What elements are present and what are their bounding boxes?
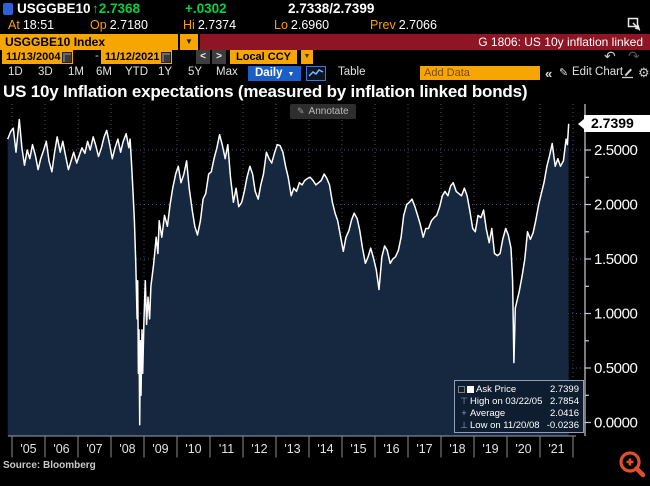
- legend-value: 2.7854: [549, 395, 579, 407]
- frequency-select[interactable]: Daily ▼: [248, 66, 302, 81]
- open-price: Op 2.7180: [90, 18, 148, 32]
- x-axis-label: '13: [284, 442, 300, 456]
- currency-dropdown-icon[interactable]: ▼: [301, 50, 313, 64]
- x-axis-label: '07: [86, 442, 102, 456]
- x-axis-label: '06: [53, 442, 69, 456]
- x-axis-label: '08: [119, 442, 135, 456]
- currency-select[interactable]: Local CCY: [230, 50, 298, 64]
- date-separator: -: [95, 50, 99, 62]
- add-data-input[interactable]: [420, 66, 540, 80]
- table-button[interactable]: Table: [338, 66, 366, 78]
- bid-ask: 2.7338/2.7399: [288, 1, 375, 16]
- legend-row-high: ⊤ High on 03/22/05 2.7854: [458, 395, 579, 407]
- legend-label: Ask Price: [476, 383, 517, 395]
- legend-row-ask: Ask Price 2.7399: [458, 383, 579, 395]
- date-to-field[interactable]: 11/12/2021: [101, 50, 173, 64]
- y-axis-label: 1.0000: [594, 306, 638, 323]
- security-dropdown-icon[interactable]: ▼: [180, 34, 198, 50]
- price-change: +.0302: [185, 1, 227, 16]
- chart-banner: G 1806: US 10y inflation linked: [200, 34, 650, 50]
- x-axis-label: '19: [482, 442, 498, 456]
- legend-label: High on 03/22/05: [470, 395, 543, 407]
- calendar-icon[interactable]: [161, 51, 172, 63]
- collapse-icon[interactable]: «: [545, 66, 553, 81]
- next-range-button[interactable]: >: [212, 50, 226, 64]
- x-axis-label: '15: [350, 442, 366, 456]
- x-axis-label: '18: [449, 442, 465, 456]
- ticker-symbol: USGGBE10: [17, 1, 91, 16]
- range-button-5y[interactable]: 5Y: [188, 66, 203, 78]
- high-price: Hi 2.7374: [183, 18, 237, 32]
- last-price: ↑2.7368: [92, 1, 141, 16]
- low-price: Lo 2.6960: [274, 18, 330, 32]
- x-axis-label: '11: [219, 442, 234, 456]
- price-up-arrow-icon: ↑: [92, 1, 99, 16]
- y-axis-label: 0.0000: [594, 415, 638, 432]
- chart-legend: Ask Price 2.7399 ⊤ High on 03/22/05 2.78…: [454, 380, 584, 433]
- range-button-ytd[interactable]: YTD: [125, 66, 148, 78]
- x-axis-label: '21: [548, 442, 564, 456]
- at-time: At 18:51: [8, 18, 55, 32]
- y-axis-label: 2.0000: [594, 197, 638, 214]
- ask-price-swatch-icon: [467, 385, 474, 393]
- source-label: Source: Bloomberg: [3, 460, 96, 471]
- zoom-magnifier-icon[interactable]: [615, 448, 650, 486]
- range-button-1m[interactable]: 1M: [68, 66, 84, 78]
- x-axis-label: '20: [515, 442, 531, 456]
- y-axis-label: 1.5000: [594, 251, 638, 268]
- prev-price: Prev 2.7066: [370, 18, 437, 32]
- x-axis-label: '05: [20, 442, 36, 456]
- annotate-button[interactable]: ✎ Annotate: [290, 104, 356, 119]
- edit-chart-button[interactable]: Edit Chart: [572, 66, 624, 78]
- x-axis-label: '14: [317, 442, 333, 456]
- x-axis-label: '10: [185, 442, 201, 456]
- x-axis-label: '16: [383, 442, 399, 456]
- range-button-3d[interactable]: 3D: [38, 66, 53, 78]
- legend-drag-handle-icon[interactable]: [458, 385, 465, 393]
- low-marker-icon: ⊥: [460, 419, 468, 430]
- legend-label: Average: [470, 407, 506, 419]
- line-chart-icon[interactable]: [306, 66, 326, 81]
- last-price-tag: 2.7399: [578, 115, 650, 132]
- calendar-icon[interactable]: [62, 51, 73, 63]
- redo-icon[interactable]: ↷: [628, 48, 640, 64]
- gear-icon[interactable]: ⚙: [638, 65, 650, 80]
- legend-value: 2.7399: [549, 383, 579, 395]
- pencil-icon: ✎: [297, 106, 305, 116]
- legend-value: -0.0236: [546, 419, 579, 431]
- undo-icon[interactable]: ↶: [604, 48, 616, 64]
- legend-row-average: + Average 2.0416: [458, 407, 579, 419]
- y-axis-label: 0.5000: [594, 360, 638, 377]
- price-line: [7, 118, 570, 426]
- security-name-box[interactable]: USGGBE10 Index: [0, 34, 178, 50]
- chevron-down-icon: ▼: [287, 71, 295, 78]
- legend-row-low: ⊥ Low on 11/20/08 -0.0236: [458, 419, 579, 431]
- chart-title: US 10y Inflation expectations (measured …: [3, 82, 528, 101]
- legend-value: 2.0416: [549, 407, 579, 419]
- prev-range-button[interactable]: <: [196, 50, 210, 64]
- date-from-field[interactable]: 11/13/2004: [2, 50, 74, 64]
- security-icon: [3, 3, 13, 15]
- x-axis-label: '12: [251, 442, 267, 456]
- draw-annotation-icon[interactable]: [621, 66, 634, 84]
- range-button-1d[interactable]: 1D: [8, 66, 23, 78]
- range-button-1y[interactable]: 1Y: [158, 66, 173, 78]
- export-icon[interactable]: [627, 17, 641, 36]
- x-axis-label: '17: [416, 442, 432, 456]
- high-marker-icon: ⊤: [460, 395, 468, 406]
- range-button-6m[interactable]: 6M: [96, 66, 112, 78]
- pencil-icon: ✎: [559, 67, 569, 79]
- y-axis-label: 2.5000: [594, 142, 638, 159]
- legend-label: Low on 11/20/08: [470, 419, 540, 431]
- range-button-max[interactable]: Max: [216, 66, 238, 78]
- average-marker-icon: +: [461, 408, 467, 418]
- x-axis-label: '09: [152, 442, 168, 456]
